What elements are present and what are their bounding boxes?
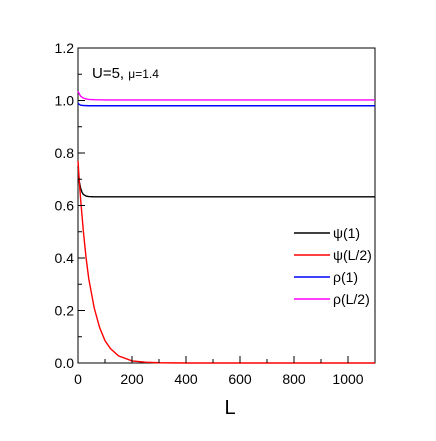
y-tick-label: 0.0 (55, 355, 75, 371)
legend-label: ψ(1) (333, 225, 360, 241)
series-line (77, 160, 375, 364)
series-line (77, 166, 375, 198)
x-tick-label: 600 (228, 371, 252, 387)
legend-label: ρ(L/2) (333, 291, 370, 307)
y-tick-label: 1.0 (55, 93, 75, 109)
y-tick-label: 0.2 (55, 303, 75, 319)
y-tick-label: 0.4 (55, 250, 75, 266)
x-axis: 0 200 400 600 800 1000 (74, 356, 364, 387)
y-tick-label: 0.8 (55, 145, 75, 161)
x-tick-label: 400 (174, 371, 198, 387)
y-axis: 0.0 0.2 0.4 0.6 0.8 1.0 1.2 (55, 40, 85, 371)
series-line (77, 90, 375, 101)
annotation-prefix: U=5, (92, 65, 128, 82)
x-tick-label: 0 (74, 371, 82, 387)
y-tick-label: 0.6 (55, 198, 75, 214)
x-tick-label: 1000 (332, 371, 363, 387)
series-layer (77, 90, 375, 364)
x-axis-label: L (224, 397, 235, 419)
annotation-mu: μ=1.4 (128, 67, 159, 81)
legend-label: ψ(L/2) (333, 247, 372, 263)
series-line (77, 102, 375, 107)
x-tick-label: 800 (282, 371, 306, 387)
plot-frame (77, 47, 376, 364)
x-tick-label: 200 (120, 371, 144, 387)
legend: ψ(1) ψ(L/2) ρ(1) ρ(L/2) (294, 225, 372, 307)
legend-label: ρ(1) (333, 269, 358, 285)
plot-annotation: U=5, μ=1.4 (92, 65, 159, 82)
y-tick-label: 1.2 (55, 40, 75, 56)
